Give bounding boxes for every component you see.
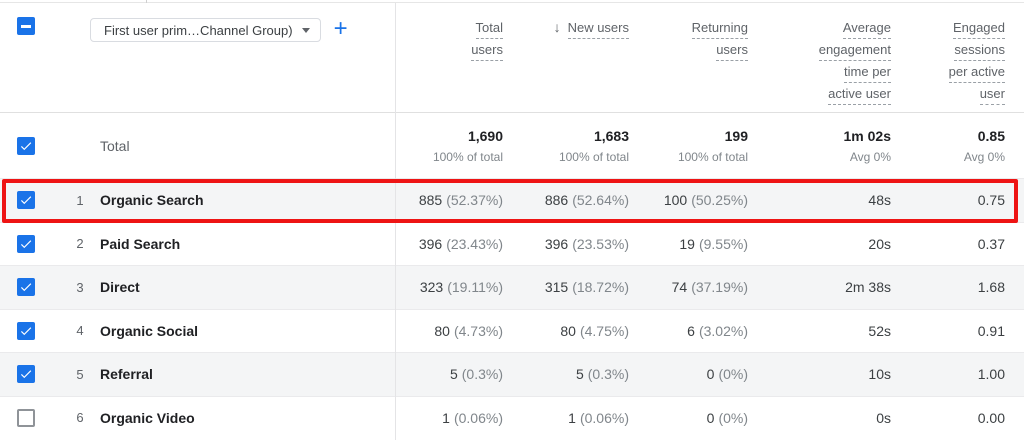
- metric-cell: 2m 38s: [845, 279, 891, 296]
- metric-cell: 1 (0.06%): [442, 409, 503, 426]
- table-row-organic-social: 4 Organic Social 80 (4.73%) 80 (4.75%) 6 (3…: [0, 308, 1024, 352]
- metric-cell: 1.00: [977, 366, 1005, 383]
- column-header-total-users[interactable]: Total users: [395, 3, 503, 112]
- metric-cell: 323 (19.11%): [419, 279, 503, 296]
- sort-descending-icon: ↓: [553, 19, 561, 35]
- row-checkbox[interactable]: [17, 278, 35, 297]
- metric-cell: 1.68: [977, 279, 1005, 296]
- row-dimension-value: Organic Video: [100, 409, 195, 426]
- table-body: 1 Organic Search 885 (52.37%) 886 (52.64%)…: [0, 178, 1024, 439]
- metric-cell: 19 (9.55%): [679, 235, 748, 252]
- metric-cell: 885 (52.37%): [418, 192, 503, 209]
- row-dimension-value: Organic Search: [100, 192, 204, 209]
- metric-cell: 80 (4.75%): [560, 322, 629, 339]
- metric-cell: 0.75: [977, 192, 1005, 209]
- totals-cell: 1m 02s Avg 0%: [843, 127, 891, 164]
- dimension-dropdown-value: First user prim…Channel Group): [104, 22, 293, 38]
- select-all-checkbox[interactable]: [17, 17, 35, 35]
- row-index: 3: [76, 279, 84, 295]
- row-checkbox[interactable]: [17, 408, 35, 427]
- dimension-controls: First user prim…Channel Group) +: [0, 3, 395, 112]
- metric-cell: 0.91: [977, 322, 1005, 339]
- metric-cell: 0 (0%): [706, 366, 748, 383]
- row-checkbox[interactable]: [17, 321, 35, 340]
- column-header-engaged-sessions[interactable]: Engaged sessions per active user: [891, 3, 1024, 112]
- totals-checkbox[interactable]: [17, 136, 35, 155]
- row-dimension-value: Referral: [100, 366, 153, 383]
- metric-cell: 886 (52.64%): [544, 192, 629, 209]
- metric-cell: 0s: [876, 409, 891, 426]
- row-index: 1: [76, 192, 84, 208]
- chevron-down-icon: [301, 27, 310, 33]
- indeterminate-dash-icon: [21, 25, 31, 28]
- table-header: First user prim…Channel Group) + Total u…: [0, 3, 1024, 112]
- metric-cell: 396 (23.43%): [418, 235, 503, 252]
- column-header-avg-engagement-time[interactable]: Average engagement time per active user: [748, 3, 891, 112]
- totals-row: Total 1,690 100% of total 1,683 100% of to…: [0, 112, 1024, 178]
- metric-cell: 396 (23.53%): [544, 235, 629, 252]
- metric-cell: 80 (4.73%): [434, 322, 503, 339]
- metric-cell: 315 (18.72%): [544, 279, 629, 296]
- row-checkbox[interactable]: [17, 234, 35, 253]
- table-row-organic-search: 1 Organic Search 885 (52.37%) 886 (52.64%)…: [0, 178, 1024, 222]
- table-row-direct: 3 Direct 323 (19.11%) 315 (18.72%) 74 (37.1…: [0, 265, 1024, 309]
- row-dimension-value: Paid Search: [100, 235, 181, 252]
- row-index: 5: [76, 366, 84, 382]
- dimension-metric-divider: [395, 3, 396, 440]
- totals-cell: 0.85 Avg 0%: [963, 127, 1005, 164]
- totals-label: Total: [100, 137, 130, 154]
- metric-cell: 52s: [868, 322, 891, 339]
- add-dimension-button[interactable]: +: [333, 15, 348, 42]
- row-checkbox[interactable]: [17, 365, 35, 384]
- metric-cell: 5 (0.3%): [575, 366, 629, 383]
- row-dimension-value: Direct: [100, 279, 140, 296]
- totals-cell: 1,690 100% of total: [432, 127, 503, 164]
- metric-cell: 74 (37.19%): [671, 279, 748, 296]
- dimension-dropdown[interactable]: First user prim…Channel Group): [90, 18, 321, 42]
- metric-cell: 6 (3.02%): [687, 322, 748, 339]
- metric-cell: 1 (0.06%): [568, 409, 629, 426]
- row-index: 2: [76, 236, 84, 252]
- metric-cell: 20s: [868, 235, 891, 252]
- metric-cell: 0.00: [977, 409, 1005, 426]
- table-row-paid-search: 2 Paid Search 396 (23.43%) 396 (23.53%) 19…: [0, 221, 1024, 265]
- totals-cell: 1,683 100% of total: [558, 127, 629, 164]
- row-index: 6: [76, 410, 84, 426]
- table-row-referral: 5 Referral 5 (0.3%) 5 (0.3%) 0 (0%) 10s 1.0…: [0, 352, 1024, 396]
- totals-cell: 199 100% of total: [677, 127, 748, 164]
- metric-cell: 10s: [868, 366, 891, 383]
- metric-cell: 48s: [868, 192, 891, 209]
- metric-cell: 0.37: [977, 235, 1005, 252]
- metric-cell: 0 (0%): [706, 409, 748, 426]
- column-header-new-users[interactable]: ↓ New users: [503, 3, 629, 112]
- row-dimension-value: Organic Social: [100, 322, 199, 339]
- table-row-organic-video: 6 Organic Video 1 (0.06%) 1 (0.06%) 0 (0%) …: [0, 395, 1024, 439]
- row-checkbox[interactable]: [17, 191, 35, 210]
- top-divider: [0, 0, 1024, 3]
- column-header-returning-users[interactable]: Returning users: [629, 3, 748, 112]
- metric-cell: 5 (0.3%): [449, 366, 503, 383]
- metric-cell: 100 (50.25%): [663, 192, 748, 209]
- top-divider-tick: [146, 0, 147, 3]
- row-index: 4: [76, 323, 84, 339]
